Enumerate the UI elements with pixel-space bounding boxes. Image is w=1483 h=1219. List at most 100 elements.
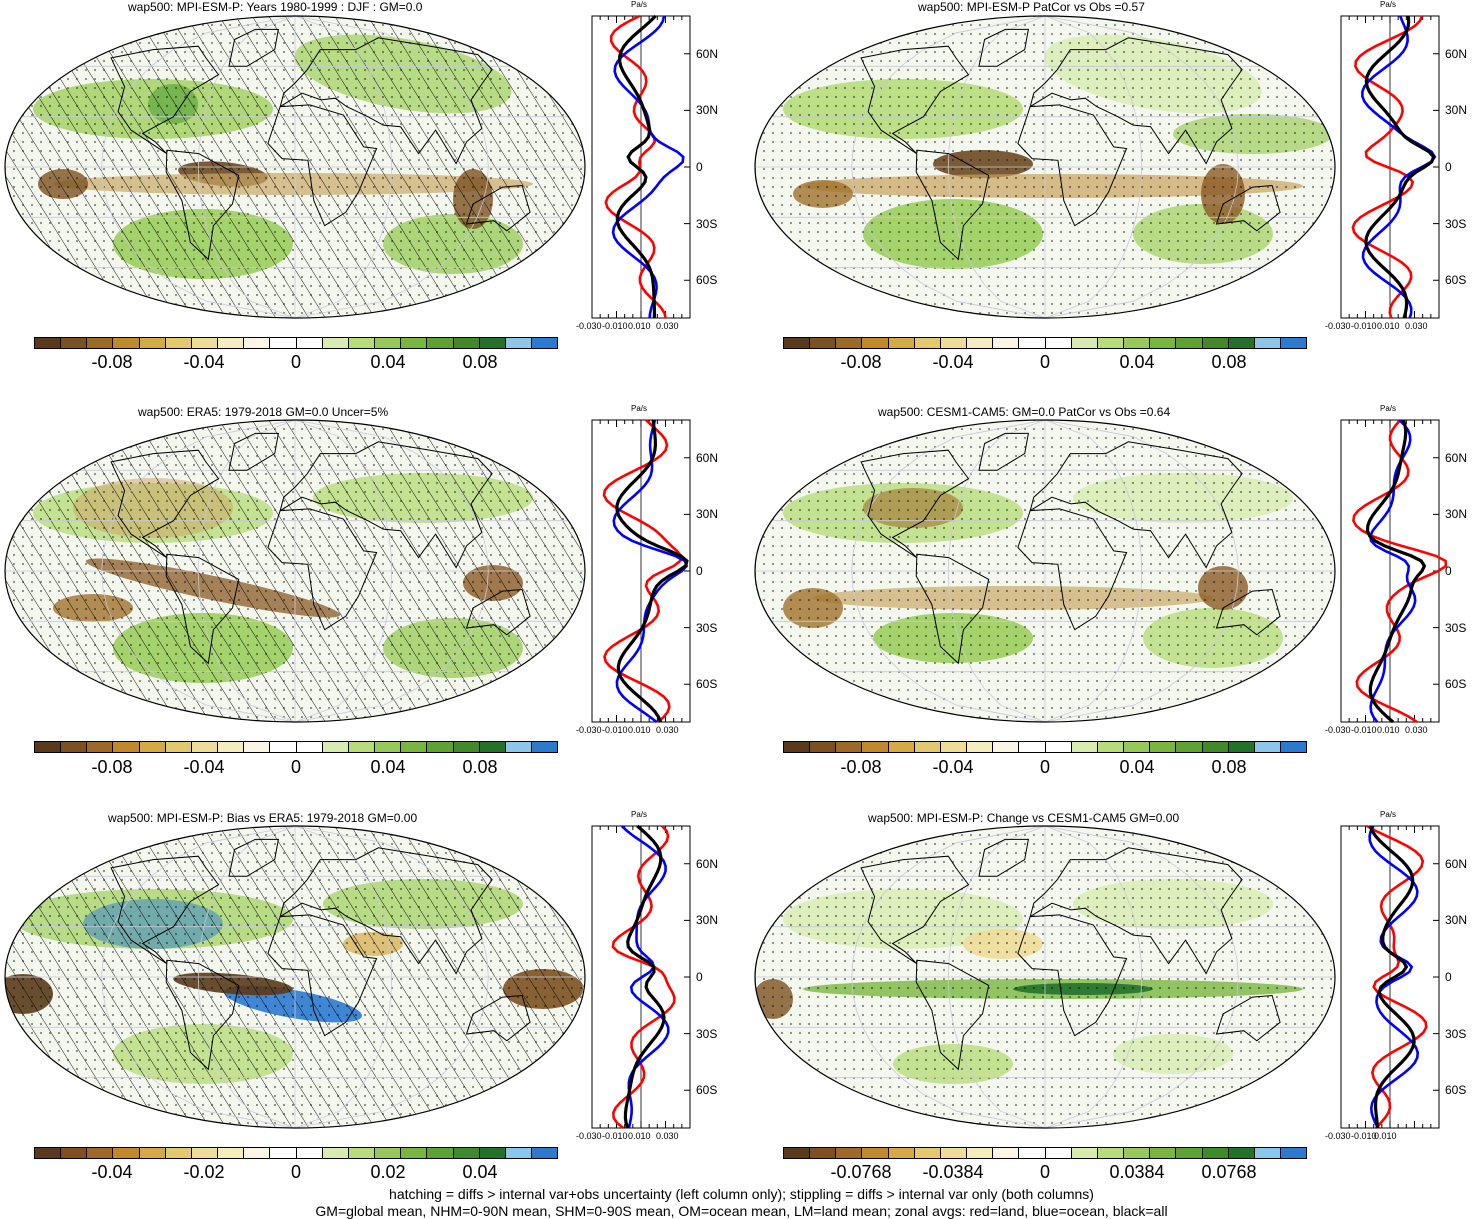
colorbar-swatch — [191, 1148, 219, 1158]
latitude-tick-label: 0 — [1445, 970, 1452, 984]
colorbar-swatch — [375, 338, 402, 348]
colorbar-swatch — [270, 742, 297, 752]
coastline — [110, 449, 220, 559]
colorbar-swatch — [888, 338, 915, 348]
colorbar-swatch — [784, 742, 811, 752]
graticule-line — [294, 16, 489, 318]
colorbar-swatch — [1254, 742, 1281, 752]
coastline — [1029, 847, 1243, 975]
colorbar-swatch — [1019, 742, 1046, 752]
coastline — [1017, 914, 1128, 1037]
latitude-tick-label: 30N — [1445, 913, 1468, 928]
colorbar-label: -0.04 — [183, 757, 225, 777]
zonal-x-tick-label: -0.030 — [576, 725, 602, 735]
latitude-tick-label: 60N — [696, 46, 719, 61]
colorbar-swatch — [1228, 338, 1255, 348]
zonal-unit-label: Pa/s — [631, 404, 648, 413]
coastline — [165, 553, 240, 665]
colorbar-swatch — [993, 1148, 1020, 1158]
latitude-tick-label: 60S — [1445, 1083, 1467, 1098]
colorbar-swatch — [87, 742, 114, 752]
zonal-x-tick-label: -0.010 — [1351, 725, 1377, 735]
colorbar-swatch — [191, 742, 219, 752]
graticule-line — [947, 16, 1046, 318]
colorbar-swatch — [348, 742, 376, 752]
zonal-series-line — [1368, 825, 1416, 1129]
colorbar-swatch — [505, 1148, 532, 1158]
colorbar-label: -0.04 — [932, 757, 974, 777]
panel-title: wap500: MPI-ESM-P: Bias vs ERA5: 1979-20… — [108, 811, 418, 825]
coastline — [279, 441, 493, 569]
panel-title: wap500: MPI-ESM-P: Years 1980-1999 : DJF… — [128, 0, 423, 14]
coastline — [1029, 441, 1243, 569]
colorbar-swatch — [165, 338, 192, 348]
colorbar-swatch — [322, 338, 349, 348]
graticule-line — [197, 826, 296, 1128]
colorbar-label: 0.02 — [370, 1162, 406, 1182]
colorbar-label: 0.08 — [1211, 352, 1247, 372]
zonal-x-tick-label: 0.010 — [1377, 725, 1400, 735]
zonal-x-tick-label: -0.010 — [1351, 321, 1377, 331]
zonal-series-line — [1352, 419, 1448, 724]
colorbar-swatch — [401, 1148, 428, 1158]
colorbar-swatch — [139, 1148, 166, 1158]
colorbar-label: 0 — [290, 352, 302, 372]
colorbar-swatch — [1202, 742, 1229, 752]
colorbar-swatch — [244, 742, 271, 752]
colorbar-swatch — [479, 338, 506, 348]
colorbar-swatch — [784, 1148, 811, 1158]
coastline — [267, 104, 378, 227]
zonal-series-line — [615, 14, 657, 319]
zonal-x-tick-label: -0.030 — [1325, 321, 1351, 331]
latitude-tick-label: 0 — [696, 564, 703, 578]
zonal-series-line — [611, 15, 685, 319]
colorbar-swatch — [1071, 338, 1098, 348]
colorbar-label: 0 — [1039, 352, 1051, 372]
coastline — [228, 838, 279, 877]
latitude-tick-label: 60N — [696, 856, 719, 871]
coastline — [860, 855, 970, 965]
colorbar-swatch — [35, 742, 62, 752]
latitude-tick-label: 30S — [696, 620, 718, 635]
colorbar-swatch — [35, 338, 62, 348]
graticule-line — [947, 420, 1046, 722]
graticule-line — [101, 420, 296, 722]
colorbar-label: -0.0384 — [922, 1162, 984, 1182]
coastline — [465, 994, 531, 1042]
graticule-line — [294, 826, 393, 1128]
colorbar-label: -0.04 — [183, 352, 225, 372]
zonal-series-line — [1365, 419, 1427, 724]
zonal-average-plot: Pa/s 60N 30N 0 30S 60S -0.030 -0.010 0.010 0.030 — [1325, 404, 1479, 740]
colorbar-swatch — [165, 1148, 192, 1158]
zonal-series-line — [604, 14, 667, 319]
global-map — [3, 418, 587, 724]
zonal-average-plot: Pa/s 60N 30N 0 30S 60S -0.030 -0.010 0.010 0.030 — [1325, 0, 1479, 336]
latitude-tick-label: 60S — [696, 273, 718, 288]
colorbar-label: -0.02 — [183, 1162, 225, 1182]
coastline — [279, 847, 493, 975]
colorbar — [783, 1147, 1307, 1159]
colorbar-swatch — [531, 1148, 558, 1158]
coastline — [915, 149, 990, 261]
coastline — [465, 184, 531, 232]
colorbar-label: -0.0768 — [830, 1162, 892, 1182]
colorbar-swatch — [244, 1148, 271, 1158]
zonal-x-tick-label: 0.030 — [1405, 321, 1428, 331]
colorbar-swatch — [322, 1148, 349, 1158]
colorbar-swatch — [1176, 742, 1203, 752]
colorbar-swatch — [1176, 1148, 1203, 1158]
zonal-series-line — [1364, 15, 1436, 319]
colorbar-swatch — [1150, 742, 1177, 752]
colorbar-label: 0.0768 — [1201, 1162, 1257, 1182]
zonal-x-tick-label: 0.030 — [656, 321, 679, 331]
colorbar-label: -0.08 — [91, 352, 133, 372]
colorbar-swatch — [967, 338, 994, 348]
colorbar-label: 0.04 — [462, 1162, 498, 1182]
colorbar-swatch — [967, 1148, 994, 1158]
colorbar-swatch — [914, 1148, 941, 1158]
map-border — [754, 419, 1336, 723]
colorbar-swatch — [218, 338, 245, 348]
map-border — [754, 15, 1336, 319]
colorbar-label: 0.08 — [462, 352, 498, 372]
colorbar-swatch — [244, 338, 271, 348]
